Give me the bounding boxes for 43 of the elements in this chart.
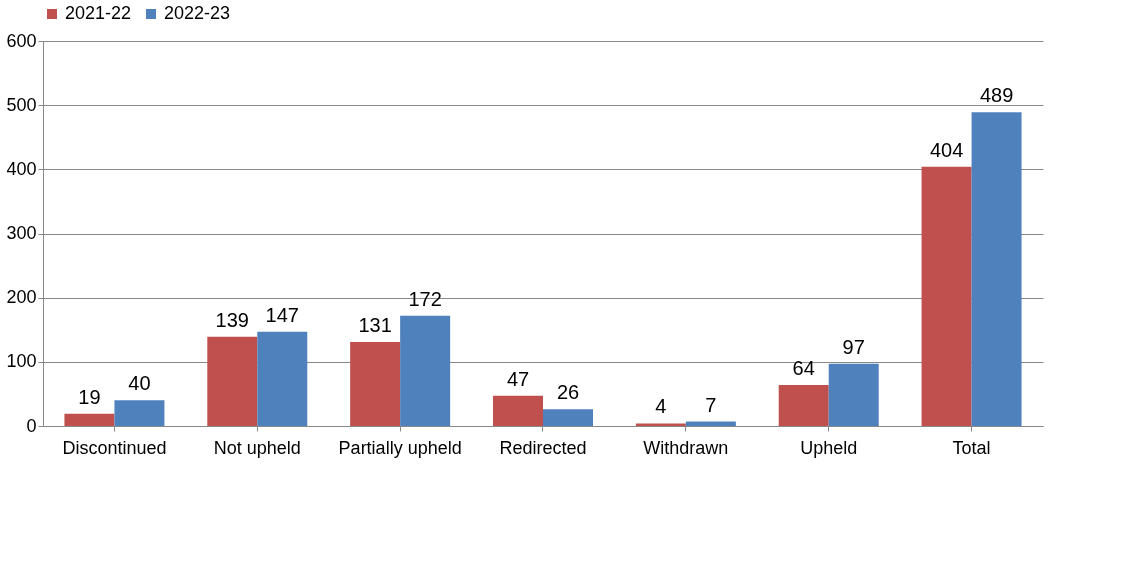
data-label: 139: [215, 308, 249, 331]
bar: [207, 336, 258, 426]
y-tick-label: 100: [6, 351, 37, 372]
bar: [64, 413, 115, 426]
bar: [400, 315, 451, 426]
x-tick-label: Not upheld: [213, 437, 301, 458]
x-tick-label: Discontinued: [62, 437, 167, 458]
y-tick-label: 500: [6, 94, 37, 115]
y-tick-label: 200: [6, 287, 37, 308]
x-tick-label: Withdrawn: [643, 437, 729, 458]
bar: [635, 423, 686, 426]
x-tick-label: Total: [952, 437, 991, 458]
legend-label: 2021-22: [65, 3, 132, 23]
bar: [114, 400, 165, 426]
data-label: 4: [655, 395, 667, 418]
data-label: 64: [792, 356, 815, 379]
data-label: 47: [506, 367, 530, 390]
x-tick-label: Partially upheld: [338, 437, 462, 458]
x-tick-label: Upheld: [800, 437, 858, 458]
bar: [350, 341, 401, 426]
y-tick-label: 300: [6, 223, 37, 243]
legend-label: 2022-23: [164, 3, 231, 23]
bar: [921, 166, 972, 426]
data-label: 19: [78, 385, 101, 408]
data-label: 97: [842, 335, 865, 358]
bar: [828, 363, 879, 426]
data-label: 172: [408, 287, 442, 310]
data-label: 26: [556, 381, 580, 404]
bar: [493, 395, 543, 426]
bar: [257, 331, 308, 426]
y-tick-label: 0: [26, 415, 37, 436]
data-label: 7: [705, 393, 717, 416]
data-label: 131: [358, 313, 392, 336]
bar: [971, 112, 1022, 426]
bar: [778, 384, 829, 426]
data-label: 489: [979, 84, 1014, 107]
data-label: 404: [929, 138, 964, 161]
bar: [543, 409, 593, 426]
y-tick-label: 400: [6, 158, 37, 179]
x-tick-label: Redirected: [499, 437, 587, 458]
data-label: 147: [265, 303, 299, 326]
data-label: 40: [128, 372, 151, 395]
y-tick-label: 600: [6, 30, 37, 51]
